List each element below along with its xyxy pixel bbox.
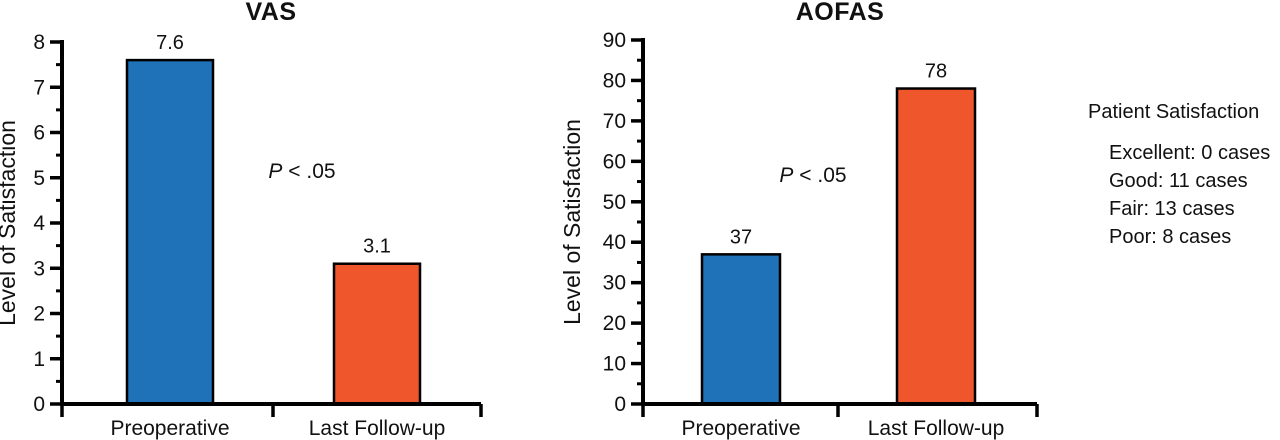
satisfaction-item-poor: Poor: 8 cases	[1109, 226, 1232, 248]
y-tick-label: 20	[603, 312, 626, 335]
y-tick-label: 70	[603, 110, 626, 133]
x-category-last-follow-up: Last Follow-up	[309, 417, 446, 440]
y-tick-label: 3	[33, 257, 45, 280]
chart-title: VAS	[245, 0, 296, 26]
y-tick-label: 4	[33, 212, 45, 235]
aofas-chart: 0 10 20 30 40 50 60 70 80 90 37 Preoperative 78 Last …	[560, 0, 1039, 440]
satisfaction-item-good: Good: 11 cases	[1109, 170, 1248, 192]
vas-chart: 0 1 2 3 4 5 6 7 8 7.6 Preoperative 3.1 Last Follow-u…	[0, 0, 483, 440]
y-tick-label: 5	[33, 167, 45, 190]
y-tick-label: 8	[33, 31, 45, 54]
p-value-annotation: P < .05	[779, 164, 846, 187]
y-tick-label: 0	[33, 393, 45, 416]
x-category-last-follow-up: Last Follow-up	[868, 417, 1005, 440]
bar-value-preoperative: 37	[730, 226, 752, 248]
bar-value-last-follow-up: 3.1	[363, 236, 391, 258]
satisfaction-item-fair: Fair: 13 cases	[1109, 198, 1235, 220]
bar-preoperative	[125, 58, 215, 406]
y-tick-label: 80	[603, 69, 626, 92]
y-tick-label: 2	[33, 303, 45, 326]
y-axis-label: Level of Satisfaction	[0, 120, 20, 326]
y-tick-label: 6	[33, 122, 45, 145]
chart-title: AOFAS	[796, 0, 885, 26]
y-axis-label: Level of Satisfaction	[560, 119, 585, 325]
bar-value-last-follow-up: 78	[925, 61, 947, 83]
patient-satisfaction-panel: Patient Satisfaction Excellent: 0 cases …	[1088, 101, 1270, 251]
y-tick-label: 60	[603, 150, 626, 173]
y-tick-label: 0	[614, 393, 626, 416]
bar-last-follow-up	[332, 262, 422, 406]
y-tick-label: 30	[603, 272, 626, 295]
patient-satisfaction-list: Excellent: 0 cases Good: 11 cases Fair: …	[1109, 139, 1270, 251]
y-tick-label: 50	[603, 191, 626, 214]
patient-satisfaction-title: Patient Satisfaction	[1088, 101, 1260, 123]
bar-value-preoperative: 7.6	[156, 32, 184, 54]
bar-preoperative	[700, 253, 782, 406]
y-tick-label: 1	[33, 348, 45, 371]
bar-last-follow-up	[895, 87, 977, 406]
x-category-preoperative: Preoperative	[681, 417, 800, 440]
y-tick-label: 7	[33, 76, 45, 99]
y-tick-label: 90	[603, 29, 626, 52]
p-value-annotation: P < .05	[268, 160, 335, 183]
satisfaction-item-excellent: Excellent: 0 cases	[1109, 142, 1271, 164]
y-tick-label: 40	[603, 231, 626, 254]
x-category-preoperative: Preoperative	[110, 417, 229, 440]
y-tick-label: 10	[603, 353, 626, 376]
